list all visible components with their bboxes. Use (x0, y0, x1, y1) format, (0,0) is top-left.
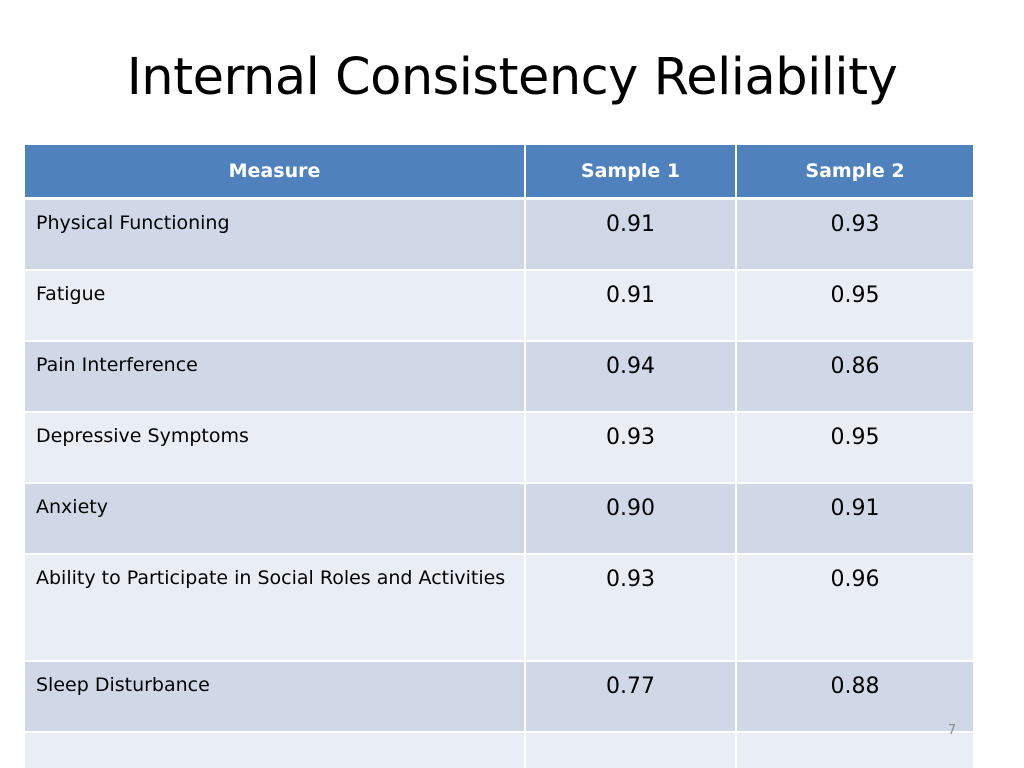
sample-2-cell: 0.86 (736, 341, 973, 413)
page-number: 7 (947, 723, 957, 738)
header-measure: Measure (25, 145, 526, 200)
measure-cell: Fatigue (25, 270, 526, 342)
table-row: Ability to Participate in Social Roles a… (25, 554, 973, 662)
measure-cell: Depressive Symptoms (25, 412, 526, 484)
sample-1-cell: 0.93 (525, 412, 737, 484)
header-sample-1: Sample 1 (525, 145, 737, 200)
measure-cell: Physical Functioning (25, 198, 526, 271)
sample-2-cell (736, 732, 973, 768)
sample-1-cell: 0.93 (525, 554, 737, 662)
table-header-row: Measure Sample 1 Sample 2 (25, 145, 973, 200)
reliability-table: Measure Sample 1 Sample 2 Physical Funct… (25, 145, 973, 768)
header-sample-2: Sample 2 (736, 145, 973, 200)
sample-1-cell: 0.90 (525, 483, 737, 555)
sample-2-cell: 0.95 (736, 270, 973, 342)
measure-cell: Ability to Participate in Social Roles a… (25, 554, 526, 662)
measure-cell (25, 732, 526, 768)
sample-2-cell: 0.88 (736, 661, 973, 733)
table-row: Fatigue 0.91 0.95 (25, 270, 973, 342)
sample-1-cell: 0.94 (525, 341, 737, 413)
measure-cell: Pain Interference (25, 341, 526, 413)
measure-cell: Sleep Disturbance (25, 661, 526, 733)
table-row: Pain Interference 0.94 0.86 (25, 341, 973, 413)
table-row: Anxiety 0.90 0.91 (25, 483, 973, 555)
sample-1-cell: 0.77 (525, 661, 737, 733)
sample-1-cell (525, 732, 737, 768)
measure-cell: Anxiety (25, 483, 526, 555)
table-row: Sleep Disturbance 0.77 0.88 (25, 661, 973, 733)
table-row: Physical Functioning 0.91 0.93 (25, 198, 973, 271)
sample-2-cell: 0.96 (736, 554, 973, 662)
table-row-empty (25, 732, 973, 768)
sample-2-cell: 0.91 (736, 483, 973, 555)
sample-2-cell: 0.95 (736, 412, 973, 484)
sample-2-cell: 0.93 (736, 198, 973, 271)
sample-1-cell: 0.91 (525, 198, 737, 271)
slide-title: Internal Consistency Reliability (126, 48, 898, 107)
sample-1-cell: 0.91 (525, 270, 737, 342)
table-row: Depressive Symptoms 0.93 0.95 (25, 412, 973, 484)
